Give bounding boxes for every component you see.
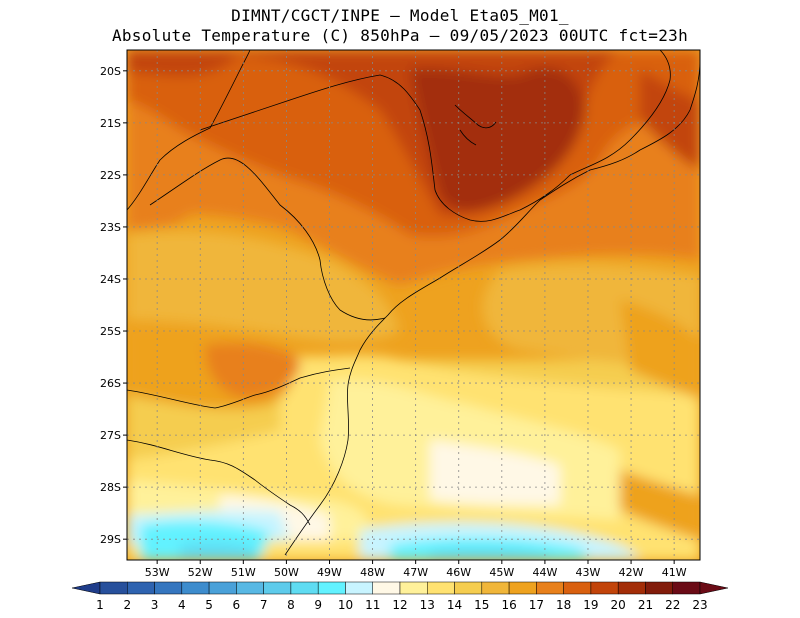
colorbar-label: 13 [420, 598, 435, 612]
lat-label: 23S [100, 221, 121, 234]
colorbar-swatch [617, 581, 646, 595]
colorbar-label: 10 [338, 598, 353, 612]
colorbar-label: 22 [665, 598, 680, 612]
colorbar-label: 8 [287, 598, 295, 612]
lon-label: 41W [662, 566, 687, 579]
lon-label: 45W [489, 566, 514, 579]
colorbar-label: 15 [474, 598, 489, 612]
lat-label: 29S [100, 533, 121, 546]
colorbar-over-arrow [699, 581, 729, 595]
lat-label: 28S [100, 481, 121, 494]
colorbar-swatch [127, 581, 155, 595]
lon-label: 46W [446, 566, 471, 579]
chart-title-line2: Absolute Temperature (C) 850hPa — 09/05/… [111, 26, 689, 45]
lon-label: 51W [231, 566, 256, 579]
lon-label: 52W [188, 566, 213, 579]
lat-label: 24S [100, 273, 121, 286]
colorbar-swatch [181, 581, 210, 595]
colorbar [71, 581, 729, 595]
colorbar-label: 16 [501, 598, 516, 612]
lon-label: 49W [317, 566, 342, 579]
colorbar-swatch [508, 581, 537, 595]
colorbar-labels: 1 2 3 4 5 6 7 8 9 10 11 12 13 14 15 16 17 18 19 20 21 22 23 [96, 598, 707, 612]
colorbar-swatch [345, 581, 373, 595]
colorbar-swatch [590, 581, 619, 595]
colorbar-label: 20 [611, 598, 626, 612]
colorbar-label: 21 [638, 598, 653, 612]
colorbar-label: 4 [178, 598, 186, 612]
coastline-borders [127, 50, 700, 556]
lat-label: 27S [100, 429, 121, 442]
colorbar-swatch [399, 581, 428, 595]
colorbar-label: 1 [96, 598, 104, 612]
colorbar-swatch [263, 581, 292, 595]
colorbar-swatch [317, 581, 346, 595]
colorbar-swatch [672, 581, 701, 595]
lon-label: 53W [145, 566, 170, 579]
lat-label: 25S [100, 325, 121, 338]
lon-label: 44W [532, 566, 557, 579]
temperature-field [127, 50, 700, 560]
colorbar-label: 12 [392, 598, 407, 612]
lon-label: 43W [576, 566, 601, 579]
colorbar-label: 6 [233, 598, 241, 612]
colorbar-swatch [154, 581, 183, 595]
colorbar-label: 11 [365, 598, 380, 612]
chart-title-line1: DIMNT/CGCT/INPE — Model Eta05_M01_ [231, 6, 569, 25]
map-frame [126, 49, 701, 561]
lat-label: 26S [100, 377, 121, 390]
colorbar-label: 2 [123, 598, 131, 612]
latitude-labels: 20S 21S 22S 23S 24S 25S 26S 27S 28S 29S [100, 65, 127, 546]
colorbar-swatch [372, 581, 401, 595]
graticule [127, 50, 700, 560]
colorbar-label: 23 [692, 598, 707, 612]
colorbar-label: 7 [260, 598, 268, 612]
lon-label: 50W [274, 566, 299, 579]
lat-label: 22S [100, 169, 121, 182]
colorbar-label: 17 [529, 598, 544, 612]
colorbar-swatch [236, 581, 264, 595]
colorbar-under-arrow [71, 581, 101, 595]
colorbar-label: 9 [314, 598, 322, 612]
colorbar-label: 18 [556, 598, 571, 612]
colorbar-label: 19 [583, 598, 598, 612]
colorbar-label: 14 [447, 598, 462, 612]
colorbar-swatch [427, 581, 455, 595]
colorbar-swatch [563, 581, 592, 595]
colorbar-swatch [99, 581, 128, 595]
lon-label: 47W [403, 566, 428, 579]
colorbar-swatch [536, 581, 564, 595]
lon-label: 42W [619, 566, 644, 579]
colorbar-swatch [208, 581, 237, 595]
colorbar-swatch [645, 581, 673, 595]
colorbar-label: 5 [205, 598, 213, 612]
colorbar-swatch [290, 581, 319, 595]
lon-label: 48W [360, 566, 385, 579]
colorbar-label: 3 [151, 598, 159, 612]
longitude-labels: 53W 52W 51W 50W 49W 48W 47W 46W 45W 44W 43W 42W 41W [145, 560, 687, 579]
lat-label: 21S [100, 117, 121, 130]
colorbar-swatch [481, 581, 510, 595]
lat-label: 20S [100, 65, 121, 78]
colorbar-swatch [454, 581, 483, 595]
